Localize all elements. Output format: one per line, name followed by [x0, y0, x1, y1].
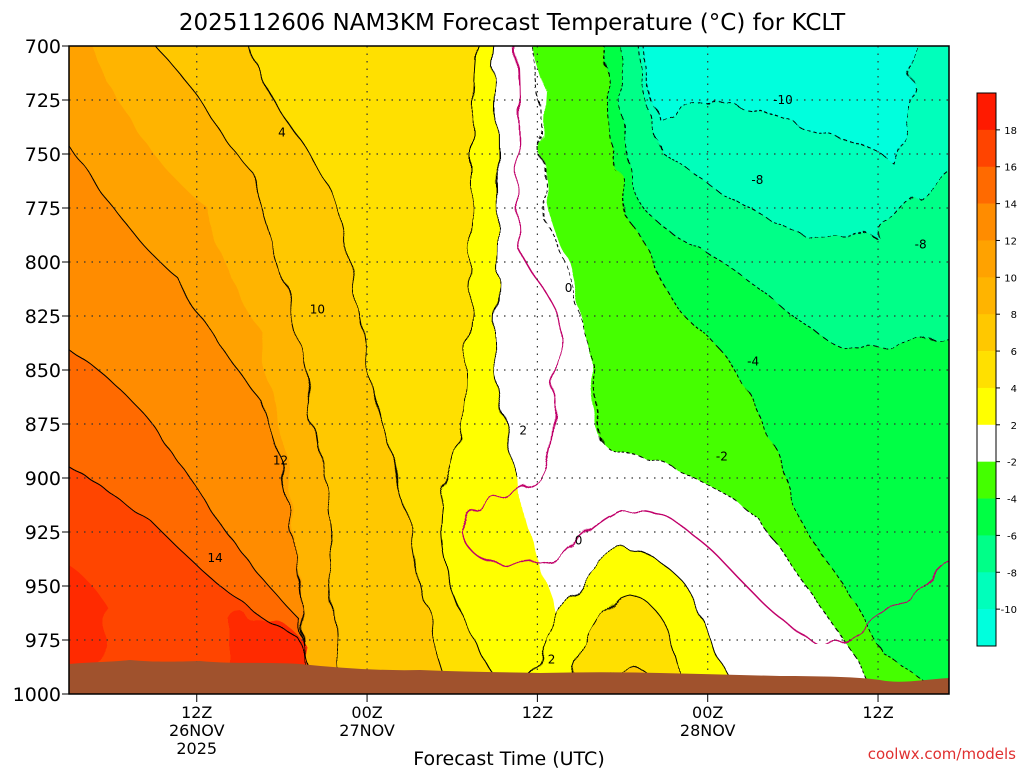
contour-label: -8: [915, 238, 927, 252]
colorbar-swatch: [977, 387, 996, 426]
y-tick-label: 700: [25, 36, 61, 58]
contour-label: 2: [548, 652, 556, 666]
y-tick-label: 750: [25, 144, 61, 166]
colorbar-frame: [976, 92, 997, 647]
x-tick-label: 2025: [176, 739, 217, 758]
colorbar-label: -8: [1007, 568, 1017, 579]
contour-label: 12: [273, 454, 288, 468]
x-tick-label: 12Z: [862, 703, 893, 722]
y-axis-labels: 700 725 750 775 800 825 850 875 900 925 950 975 1000: [13, 36, 69, 706]
x-tick-label: 12Z: [181, 703, 212, 722]
gridlines: [69, 46, 949, 694]
x-tick-label: 26NOV: [169, 721, 225, 740]
x-tick-label: 12Z: [522, 703, 553, 722]
y-tick-label: 725: [25, 90, 61, 112]
colorbar-swatch: [977, 203, 996, 241]
colorbar-swatch: [977, 424, 996, 462]
colorbar-swatch: [977, 314, 996, 352]
colorbar-label: 4: [1011, 384, 1017, 395]
colorbar-swatch: [977, 609, 996, 647]
colorbar-swatch: [977, 166, 996, 204]
colorbar-swatch: [977, 498, 996, 536]
y-tick-label: 950: [25, 576, 61, 598]
contour-label: 14: [208, 551, 223, 565]
y-tick-label: 850: [25, 360, 61, 382]
plot-area: [69, 46, 949, 694]
colorbar-swatch: [977, 129, 996, 168]
x-tick-label: 28NOV: [680, 721, 736, 740]
contour-label: 0: [575, 534, 583, 548]
x-tick-label: 27NOV: [339, 721, 395, 740]
colorbar-label: 18: [1004, 126, 1017, 137]
colorbar-label: 8: [1011, 310, 1017, 321]
colorbar-label: 2: [1011, 421, 1017, 432]
contour-labels: 4 10 12 14 2 0 0 2 -2 -4 -8 -8 -10: [208, 93, 927, 666]
y-tick-label: 925: [25, 522, 61, 544]
y-tick-label: 975: [25, 630, 61, 652]
temperature-fill: [69, 46, 949, 694]
colorbar-swatch: [977, 572, 996, 610]
colorbar-swatch: [977, 351, 996, 389]
colorbar-swatch: [977, 93, 996, 131]
contour-lines-negative: [531, 46, 949, 694]
contour-label: 10: [310, 303, 325, 317]
colorbar-swatch: [977, 277, 996, 315]
ground-terrain: [69, 660, 949, 694]
colorbar-label: 6: [1011, 347, 1017, 358]
colorbar-swatch: [977, 461, 996, 499]
contour-label: 4: [278, 125, 286, 139]
y-tick-label: 800: [25, 252, 61, 274]
y-tick-label: 900: [25, 468, 61, 490]
chart-title: 2025112606 NAM3KM Forecast Temperature (…: [179, 10, 846, 36]
credit-text: coolwx.com/models: [868, 745, 1016, 763]
contour-label: -4: [747, 354, 759, 368]
x-axis-title: Forecast Time (UTC): [413, 748, 604, 768]
colorbar-label: -4: [1007, 495, 1017, 506]
colorbar-label: -6: [1007, 531, 1017, 542]
contour-label: 2: [519, 423, 527, 437]
contour-label: -2: [716, 449, 728, 463]
colorbar-swatch: [977, 240, 996, 278]
colorbar-label: -2: [1007, 458, 1017, 469]
contour-label: -8: [751, 173, 763, 187]
y-tick-label: 1000: [13, 684, 61, 706]
y-tick-label: 775: [25, 198, 61, 220]
colorbar-label: -10: [1001, 605, 1017, 616]
y-tick-label: 875: [25, 414, 61, 436]
colorbar: 18 16 14 12 10 8 6 4 2 -2 -4 -6 -8 -10: [976, 92, 1017, 647]
colorbar-label: 16: [1004, 163, 1017, 174]
y-tick-label: 825: [25, 306, 61, 328]
contour-lines: [69, 46, 741, 694]
colorbar-swatch: [977, 535, 996, 573]
colorbar-label: 10: [1004, 273, 1017, 284]
contour-label: 0: [565, 281, 573, 295]
contour-label: -10: [773, 93, 793, 107]
x-tick-label: 00Z: [692, 703, 723, 722]
colorbar-label: 14: [1004, 200, 1017, 211]
colorbar-label: 12: [1004, 236, 1017, 247]
x-tick-label: 00Z: [351, 703, 382, 722]
